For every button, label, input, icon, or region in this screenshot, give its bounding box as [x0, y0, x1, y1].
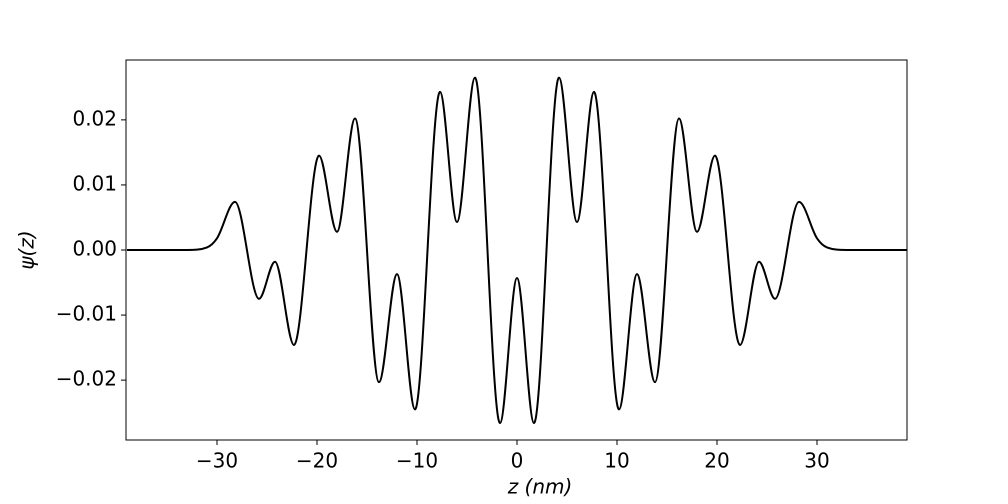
y-tick-label: 0.02	[72, 106, 117, 130]
y-axis-label: ψ(z)	[15, 230, 39, 269]
y-tick-label: −0.01	[56, 302, 117, 326]
x-tick-label: 30	[804, 449, 829, 473]
y-tick-label: −0.02	[56, 367, 117, 391]
x-tick-label: −20	[296, 449, 338, 473]
x-tick-label: −10	[396, 449, 438, 473]
y-tick-label: 0.00	[72, 237, 117, 261]
x-tick-label: 0	[511, 449, 524, 473]
plot-frame	[125, 59, 908, 441]
x-tick-label: −30	[196, 449, 238, 473]
y-tick-label: 0.01	[72, 171, 117, 195]
x-tick-label: 10	[604, 449, 629, 473]
line	[126, 76, 907, 425]
x-tick-label: 20	[704, 449, 729, 473]
x-axis-label: z (nm)	[507, 475, 573, 499]
